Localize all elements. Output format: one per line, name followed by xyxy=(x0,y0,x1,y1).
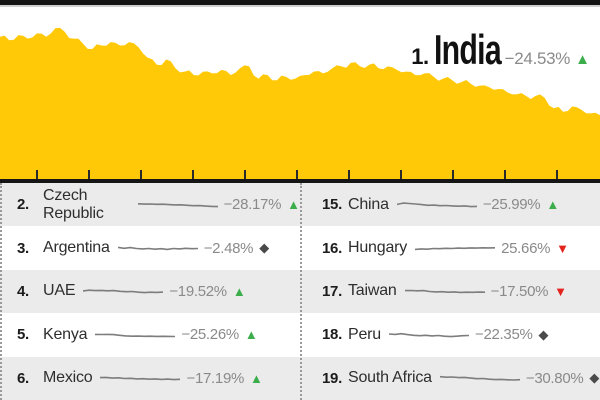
ranking-right-column: 15. China −25.99% ▲ 16. Hungary 25.66% ▼ 17. Taiw… xyxy=(300,183,600,400)
row-sparkline xyxy=(83,289,164,294)
row-value: −25.99% xyxy=(482,196,541,214)
title-value: −24.53% xyxy=(504,49,571,68)
row-sparkline xyxy=(439,376,520,382)
row-rank: 15. xyxy=(322,196,342,214)
row-rank: 17. xyxy=(322,282,342,300)
x-axis-tick xyxy=(504,170,506,179)
row-sparkline xyxy=(117,246,198,251)
x-axis-tick xyxy=(296,170,298,179)
ranking-left-column: 2. Czech Republic −28.17% ▲ 3. Argentina −2.48… xyxy=(0,183,300,400)
row-rank: 5. xyxy=(17,326,29,344)
row-sparkline xyxy=(396,201,477,208)
x-axis-tick xyxy=(348,170,350,179)
x-axis-tick xyxy=(244,170,246,179)
row-direction-icon: ◆ xyxy=(589,370,600,386)
row-direction-icon: ▲ xyxy=(244,327,258,343)
ranking-row: 19. South Africa −30.80% ◆ xyxy=(300,356,600,400)
row-country: Czech Republic xyxy=(43,186,104,222)
area-series-india xyxy=(0,27,600,183)
row-direction-icon: ▲ xyxy=(546,197,560,213)
row-country: Peru xyxy=(348,325,381,343)
row-country: Argentina xyxy=(43,239,110,257)
x-axis-tick xyxy=(400,170,402,179)
area-chart-svg xyxy=(0,27,600,183)
x-axis-tick xyxy=(140,170,142,179)
row-value: −22.35% xyxy=(475,326,533,344)
row-sparkline xyxy=(404,290,485,294)
row-sparkline xyxy=(100,376,181,381)
title-direction-icon: ▲ xyxy=(575,51,590,68)
row-sparkline xyxy=(415,247,496,251)
row-sparkline xyxy=(389,332,469,338)
x-axis-tick xyxy=(452,170,454,179)
x-axis-line xyxy=(0,179,600,183)
row-value: −30.80% xyxy=(525,369,584,387)
row-direction-icon: ◆ xyxy=(259,240,270,256)
main-area-chart: 1. India −24.53% ▲ xyxy=(0,9,600,183)
ranking-row: 18. Peru −22.35% ◆ xyxy=(300,313,600,357)
row-country: Taiwan xyxy=(348,282,397,300)
row-country: South Africa xyxy=(348,369,432,387)
x-axis-tick xyxy=(88,170,90,179)
row-direction-icon: ▲ xyxy=(250,370,263,386)
ranking-row: 3. Argentina −2.48% ◆ xyxy=(0,226,300,270)
x-axis-tick xyxy=(556,170,558,179)
ranking-row: 15. China −25.99% ▲ xyxy=(300,183,600,227)
x-axis-tick xyxy=(36,170,38,179)
top-border-bar xyxy=(0,0,600,7)
ranking-row: 16. Hungary 25.66% ▼ xyxy=(300,226,600,270)
row-value: −17.19% xyxy=(186,369,245,387)
row-rank: 18. xyxy=(322,326,342,344)
title-rank: 1. xyxy=(411,44,429,69)
ranking-row: 5. Kenya −25.26% ▲ xyxy=(0,313,300,357)
row-country: Hungary xyxy=(348,239,408,257)
x-axis-tick xyxy=(192,170,194,179)
row-value: −2.48% xyxy=(203,239,254,257)
row-direction-icon: ▲ xyxy=(287,197,300,213)
row-direction-icon: ▲ xyxy=(232,283,246,299)
row-direction-icon: ◆ xyxy=(538,326,549,342)
row-rank: 3. xyxy=(17,239,29,257)
row-direction-icon: ▼ xyxy=(556,240,570,256)
row-value: −19.52% xyxy=(169,282,227,300)
center-dotted-divider xyxy=(300,183,302,400)
row-rank: 16. xyxy=(322,239,342,257)
title-country: India xyxy=(433,26,502,73)
row-country: UAE xyxy=(43,282,76,300)
row-country: China xyxy=(348,195,389,213)
ranking-row: 2. Czech Republic −28.17% ▲ xyxy=(0,183,300,227)
row-sparkline xyxy=(137,202,218,208)
row-rank: 6. xyxy=(17,369,29,387)
row-country: Kenya xyxy=(43,325,88,343)
row-value: −25.26% xyxy=(181,326,239,344)
row-value: −17.50% xyxy=(490,282,549,300)
row-rank: 19. xyxy=(322,369,342,387)
ranking-row: 4. UAE −19.52% ▲ xyxy=(0,269,300,314)
row-rank: 4. xyxy=(17,282,29,300)
row-rank: 2. xyxy=(17,196,29,214)
row-country: Mexico xyxy=(43,369,93,387)
chart-title: 1. India −24.53% ▲ xyxy=(411,29,590,71)
ranking-table: 2. Czech Republic −28.17% ▲ 3. Argentina −2.48… xyxy=(0,183,600,400)
row-value: 25.66% xyxy=(501,239,551,257)
left-edge-dotted-divider xyxy=(0,183,2,400)
row-sparkline xyxy=(95,333,176,338)
ranking-row: 17. Taiwan −17.50% ▼ xyxy=(300,269,600,314)
ranking-row: 6. Mexico −17.19% ▲ xyxy=(0,356,300,400)
row-direction-icon: ▼ xyxy=(554,283,568,299)
row-value: −28.17% xyxy=(223,196,282,214)
